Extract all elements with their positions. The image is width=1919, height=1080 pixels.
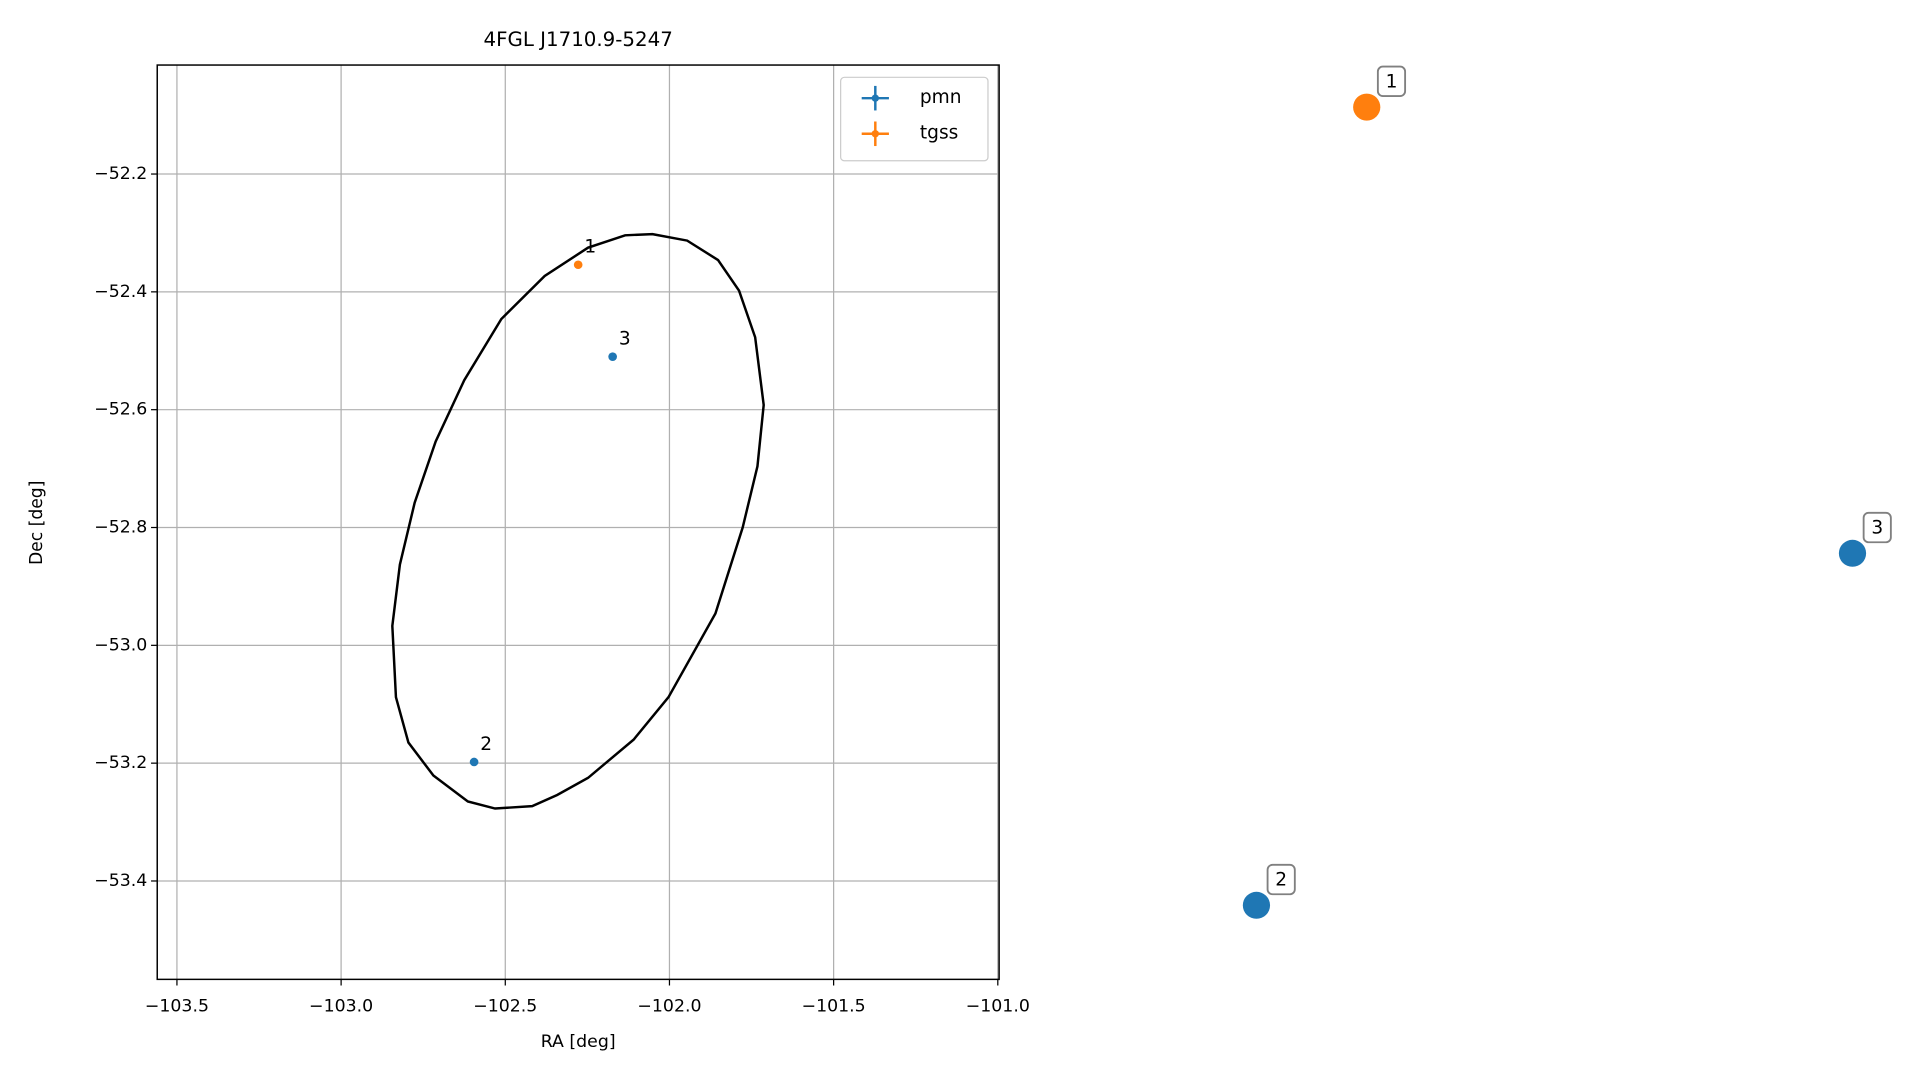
legend-marker [871,94,880,102]
axes-frame [156,64,1000,981]
y-tick-label: −53.4 [94,871,147,891]
legend-label: tgss [920,123,958,144]
legend-label: pmn [920,87,962,108]
y-axis-label: Dec [deg] [27,481,47,565]
point-label: 1 [1386,72,1398,93]
y-tick-label: −53.2 [94,753,147,773]
label-box [1266,863,1296,896]
x-tick-label: −103.0 [309,996,373,1016]
y-tick-label: −52.2 [94,164,147,184]
point [608,352,617,361]
x-tick-label: −102.5 [473,996,537,1016]
x-tick-label: −101.5 [802,996,866,1016]
point [1353,93,1381,121]
point-label: 2 [480,734,492,755]
x-tick-label: −103.5 [145,996,209,1016]
x-tick-label: −102.0 [637,996,701,1016]
error-ellipse [391,232,765,810]
point-label: 3 [1871,518,1883,539]
x-tick-label: −101.0 [966,996,1030,1016]
chart-title: 4FGL J1710.9-5247 [483,28,672,51]
label-box [1376,65,1407,97]
y-tick-label: −52.4 [94,282,147,302]
y-tick-label: −52.6 [94,400,147,420]
x-axis-label: RA [deg] [541,1032,616,1052]
point-label: 1 [584,237,596,258]
y-tick-label: −53.0 [94,635,147,655]
y-tick-label: −52.8 [94,518,147,538]
label-box [1862,511,1892,544]
point [1242,891,1271,919]
point [573,260,583,270]
legend-marker [871,130,880,138]
point [1838,539,1867,567]
legend-box [840,76,989,162]
point-label: 3 [619,329,631,350]
point-label: 2 [1275,870,1287,891]
point [469,757,479,767]
